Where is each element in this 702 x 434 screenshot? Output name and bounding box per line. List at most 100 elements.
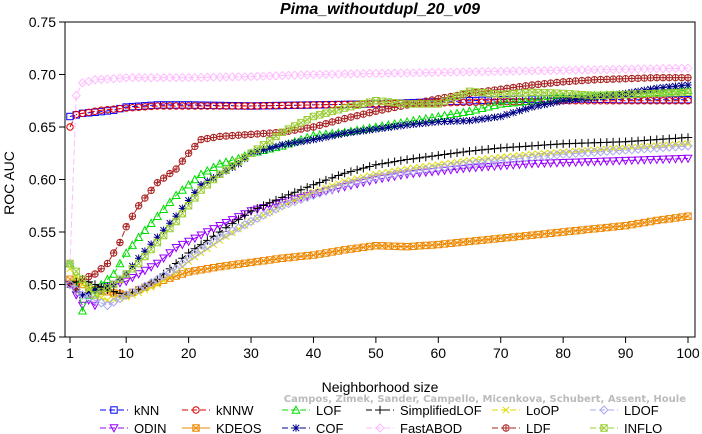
data-point: [377, 68, 387, 79]
data-point: [152, 259, 163, 269]
data-point: [347, 102, 355, 111]
data-point: [184, 268, 193, 276]
data-point: [602, 157, 612, 167]
data-point: [465, 237, 474, 246]
data-point: [421, 67, 431, 78]
data-point-cross: [385, 105, 392, 112]
data-point: [559, 97, 567, 105]
data-point: [327, 173, 337, 183]
data-point: [191, 253, 199, 261]
legend-label: kNNW: [216, 403, 254, 418]
data-point: [133, 285, 144, 295]
data-point: [602, 64, 612, 75]
data-point: [464, 164, 475, 173]
data-point-cross: [647, 74, 654, 82]
data-point: [121, 277, 131, 287]
data-point: [497, 234, 505, 242]
data-point: [333, 69, 344, 79]
data-point: [559, 228, 567, 236]
data-point-cross: [347, 113, 355, 121]
data-point-cross: [310, 123, 317, 131]
data-point-cross: [666, 74, 673, 81]
data-point: [489, 66, 500, 77]
data-point: [308, 69, 319, 80]
data-point-cross: [634, 75, 642, 82]
legend-item-lof: LOF: [282, 403, 341, 418]
data-point: [527, 66, 537, 76]
data-point: [471, 67, 481, 77]
data-point: [590, 93, 599, 102]
data-point: [340, 104, 349, 112]
data-point: [578, 226, 586, 234]
data-point: [221, 157, 231, 166]
data-point: [291, 405, 301, 414]
data-point: [190, 249, 200, 259]
data-point: [91, 291, 99, 299]
data-point: [203, 265, 212, 273]
data-point: [159, 226, 168, 234]
data-point-cross: [160, 174, 167, 182]
data-point-cross: [260, 130, 267, 137]
data-point: [365, 242, 374, 251]
data-point: [146, 278, 156, 288]
data-point: [353, 244, 361, 252]
data-point-cross: [534, 81, 542, 88]
series-line: [69, 84, 689, 296]
data-point: [315, 111, 324, 119]
data-point: [146, 218, 156, 227]
data-point: [315, 178, 324, 187]
data-point: [183, 237, 194, 247]
data-point: [178, 270, 187, 278]
chart-title: Pima_withoutdupl_20_v09: [280, 1, 480, 18]
data-point-cross: [528, 81, 536, 89]
data-point: [521, 96, 531, 106]
data-point: [208, 72, 219, 82]
data-point: [65, 258, 75, 269]
data-point: [415, 153, 424, 163]
x-tick-label: 40: [306, 345, 322, 361]
data-point: [240, 71, 250, 82]
data-point: [234, 260, 243, 268]
data-point: [508, 97, 518, 107]
data-point: [334, 106, 343, 114]
data-point-cross: [85, 273, 92, 280]
legend-item-simplifiedlof: SimplifiedLOF: [366, 403, 482, 418]
data-point: [645, 156, 656, 165]
data-point: [197, 181, 205, 189]
x-tick-label: 10: [118, 345, 134, 361]
data-point: [421, 152, 431, 162]
data-point: [427, 151, 437, 161]
data-point: [452, 67, 462, 77]
data-point: [599, 405, 609, 415]
data-point-cross: [353, 112, 361, 119]
data-point: [684, 81, 692, 89]
data-point: [209, 175, 218, 184]
data-point: [322, 133, 330, 141]
data-point-cross: [616, 75, 623, 83]
data-point: [684, 88, 692, 97]
data-point-cross: [291, 126, 298, 134]
data-point: [152, 72, 163, 83]
data-point: [158, 204, 169, 213]
data-point-cross: [166, 170, 174, 177]
data-point: [402, 155, 412, 164]
data-point-cross: [204, 135, 211, 142]
data-point: [192, 424, 200, 432]
data-point: [178, 209, 187, 218]
data-point: [115, 289, 125, 298]
data-point-cross: [241, 131, 248, 138]
data-point: [652, 64, 662, 74]
data-point: [600, 424, 608, 432]
data-point: [478, 236, 486, 244]
legend-label: ODIN: [134, 421, 167, 434]
data-point: [190, 174, 200, 184]
data-point: [90, 295, 100, 305]
data-point: [240, 219, 250, 230]
data-point: [521, 105, 530, 113]
data-point: [534, 102, 542, 110]
legend-item-ldf: LDF: [492, 421, 551, 434]
data-point: [434, 100, 443, 108]
data-point: [658, 155, 668, 165]
data-point: [309, 135, 318, 144]
data-point: [447, 95, 455, 103]
